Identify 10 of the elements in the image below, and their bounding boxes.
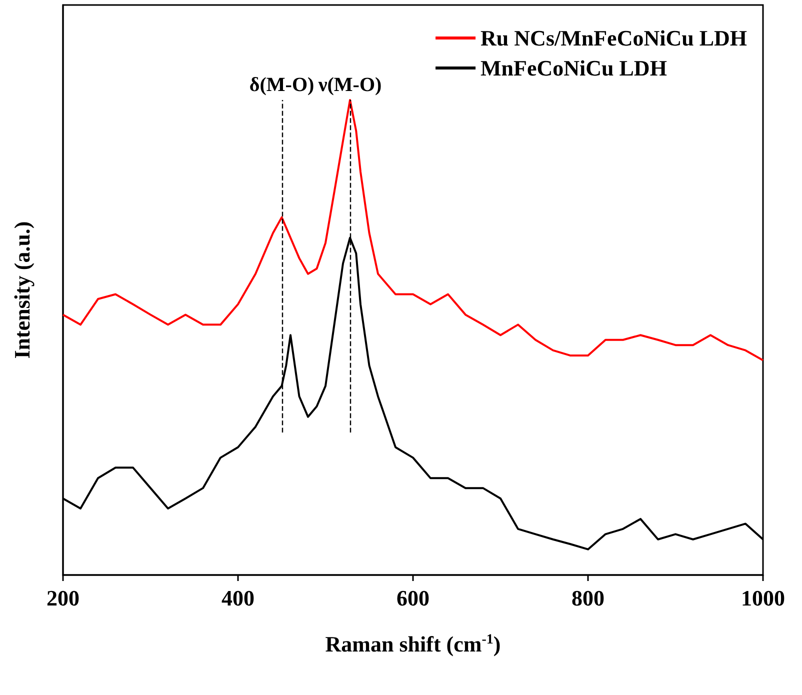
x-tick-label: 1000 bbox=[741, 586, 785, 610]
x-tick-label: 200 bbox=[46, 586, 80, 610]
ref-line-label: ν(M-O) bbox=[317, 74, 382, 96]
x-tick-label: 400 bbox=[222, 586, 254, 610]
y-axis-title: Intensity (a.u.) bbox=[10, 221, 34, 359]
x-tick-label: 800 bbox=[572, 586, 604, 610]
legend-label: Ru NCs/MnFeCoNiCu LDH bbox=[480, 26, 748, 50]
x-tick-label: 600 bbox=[396, 586, 430, 610]
ref-line-label: δ(M-O) bbox=[249, 74, 314, 96]
legend-label: MnFeCoNiCu LDH bbox=[480, 56, 667, 80]
